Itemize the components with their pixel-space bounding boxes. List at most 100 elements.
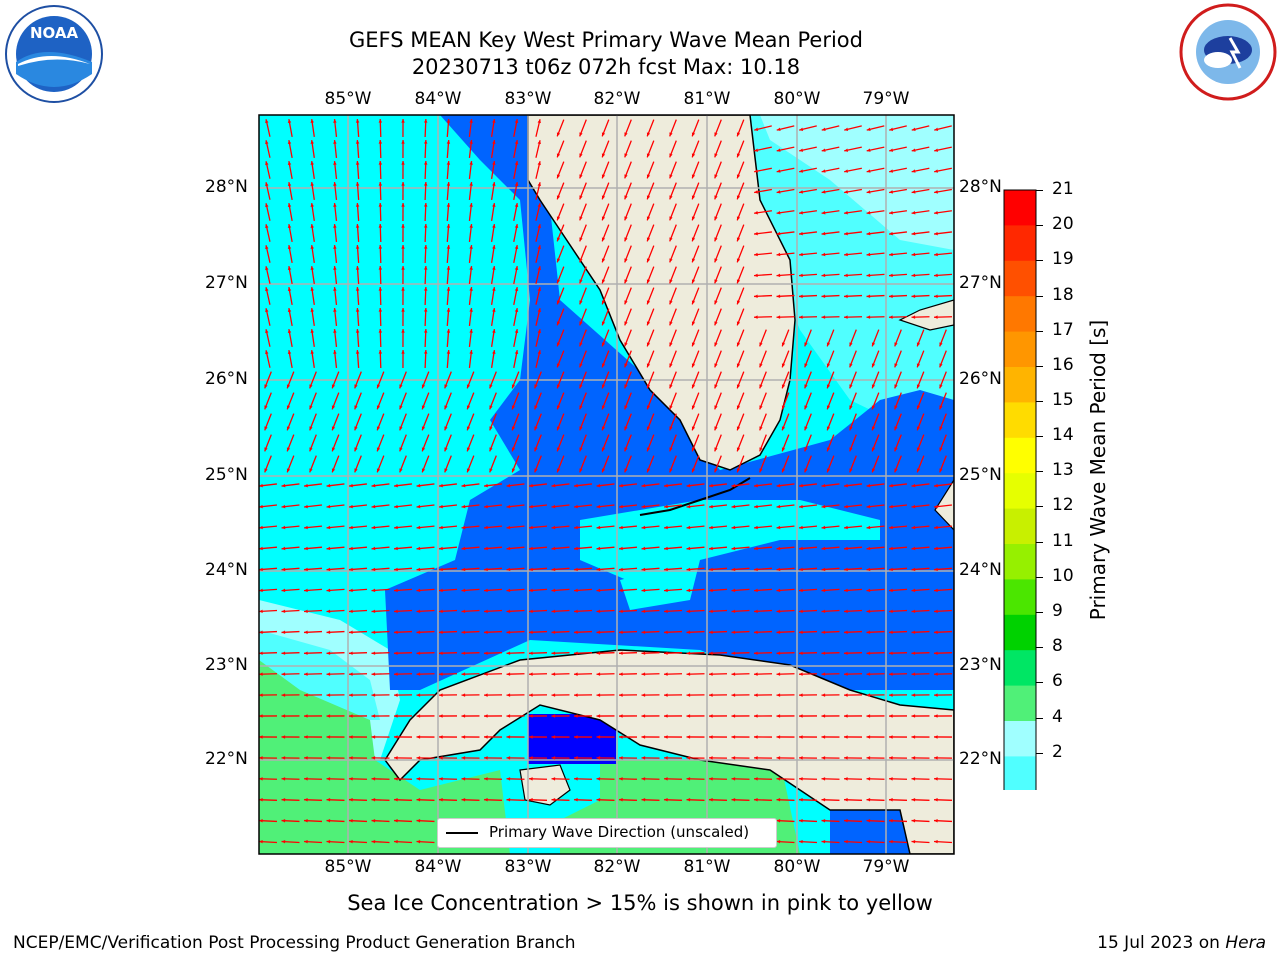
wave-arrow: [911, 777, 930, 781]
wave-arrow: [669, 119, 677, 137]
wave-arrow: [461, 630, 480, 634]
wave-arrow: [535, 350, 541, 368]
wave-arrow: [911, 231, 930, 236]
wave-arrow: [934, 188, 952, 194]
wave-arrow: [888, 630, 908, 634]
wave-arrow: [624, 434, 632, 452]
wave-arrow: [371, 609, 390, 614]
wave-arrow: [911, 714, 930, 718]
wave-arrow: [371, 630, 390, 634]
wave-arrow: [939, 392, 947, 410]
wave-arrow: [421, 392, 430, 410]
wave-arrow: [438, 693, 458, 697]
wave-arrow: [446, 349, 451, 369]
wave-arrow: [556, 119, 565, 137]
wave-arrow: [866, 546, 885, 551]
colorbar-segment: [1004, 579, 1036, 616]
wave-arrow: [355, 118, 360, 138]
wave-arrow: [393, 588, 413, 593]
wave-arrow: [686, 483, 705, 488]
wave-arrow: [866, 672, 885, 676]
wave-arrow: [731, 504, 750, 509]
wave-arrow: [691, 434, 700, 452]
wave-arrow: [866, 567, 885, 572]
wave-arrow: [333, 286, 338, 306]
wave-arrow: [686, 777, 705, 781]
wave-arrow: [799, 188, 817, 194]
wave-arrow: [579, 350, 587, 368]
wave-arrow: [798, 777, 818, 781]
wave-arrow: [911, 693, 930, 697]
wave-arrow: [708, 714, 728, 718]
wave-arrow: [528, 546, 548, 551]
wave-arrow: [776, 252, 795, 257]
wave-arrow: [601, 371, 610, 389]
wave-arrow: [461, 714, 480, 718]
wave-arrow: [281, 819, 300, 823]
colorbar-segment: [1004, 225, 1036, 262]
wave-arrow: [513, 119, 519, 137]
wave-arrow: [401, 349, 405, 369]
wave-arrow: [804, 350, 812, 368]
wave-arrow: [871, 434, 880, 452]
wave-arrow: [333, 160, 338, 180]
wave-arrow: [888, 588, 908, 593]
wave-arrow: [438, 630, 458, 634]
wave-arrow: [871, 392, 880, 410]
wave-arrow: [888, 252, 908, 257]
footer-date-text: 15 Jul 2023 on: [1097, 933, 1226, 953]
wave-arrow: [393, 777, 413, 781]
wave-arrow: [333, 181, 338, 201]
wave-arrow: [326, 588, 345, 593]
wave-arrow: [798, 504, 818, 509]
wave-arrow: [781, 434, 790, 452]
wave-arrow: [461, 483, 480, 488]
land-bahamas: [898, 299, 954, 331]
wave-arrow: [286, 392, 295, 410]
wave-arrow: [444, 434, 452, 452]
wave-arrow: [421, 413, 430, 431]
wave-arrow: [303, 819, 323, 823]
wave-arrow: [866, 231, 885, 236]
wave-arrow: [506, 504, 525, 509]
wave-arrow: [303, 672, 323, 676]
wave-arrow: [596, 567, 615, 572]
wave-arrow: [618, 525, 638, 530]
wave-arrow: [731, 756, 750, 760]
wave-arrow: [911, 735, 930, 739]
wave-arrow: [461, 735, 480, 739]
wave-arrow: [416, 567, 435, 572]
wave-arrow: [573, 693, 593, 697]
wave-arrow: [573, 672, 593, 676]
wave-arrow: [798, 839, 818, 844]
wave-arrow: [736, 329, 745, 347]
wave-arrow: [534, 392, 542, 410]
wave-arrow: [513, 161, 519, 179]
wave-arrow: [911, 167, 930, 173]
wave-arrow: [506, 714, 525, 718]
wave-arrow: [753, 231, 773, 236]
wave-arrow: [601, 455, 610, 473]
wave-arrow: [618, 588, 638, 593]
wave-arrow: [513, 224, 519, 242]
wave-arrow: [804, 455, 812, 473]
lat-label-right-25n: 25°N: [959, 465, 1002, 485]
wave-arrow: [416, 483, 435, 488]
legend-label: Primary Wave Direction (unscaled): [489, 823, 750, 841]
wave-arrow: [708, 693, 728, 697]
wave-arrow: [821, 252, 840, 257]
wave-arrow: [528, 609, 548, 614]
wave-arrow: [446, 286, 451, 306]
lon-label-bottom-85w: 85°W: [324, 857, 372, 877]
wave-arrow: [579, 329, 587, 347]
wave-arrow: [691, 350, 700, 368]
wave-arrow: [596, 798, 615, 802]
wave-arrow: [371, 546, 390, 551]
wave-arrow: [333, 328, 338, 348]
wave-arrow: [573, 567, 593, 572]
wave-arrow: [799, 167, 817, 173]
wave-arrow: [776, 546, 795, 551]
wave-arrow: [888, 672, 908, 676]
wave-arrow: [798, 231, 818, 236]
land-bahamas-south: [934, 478, 954, 531]
